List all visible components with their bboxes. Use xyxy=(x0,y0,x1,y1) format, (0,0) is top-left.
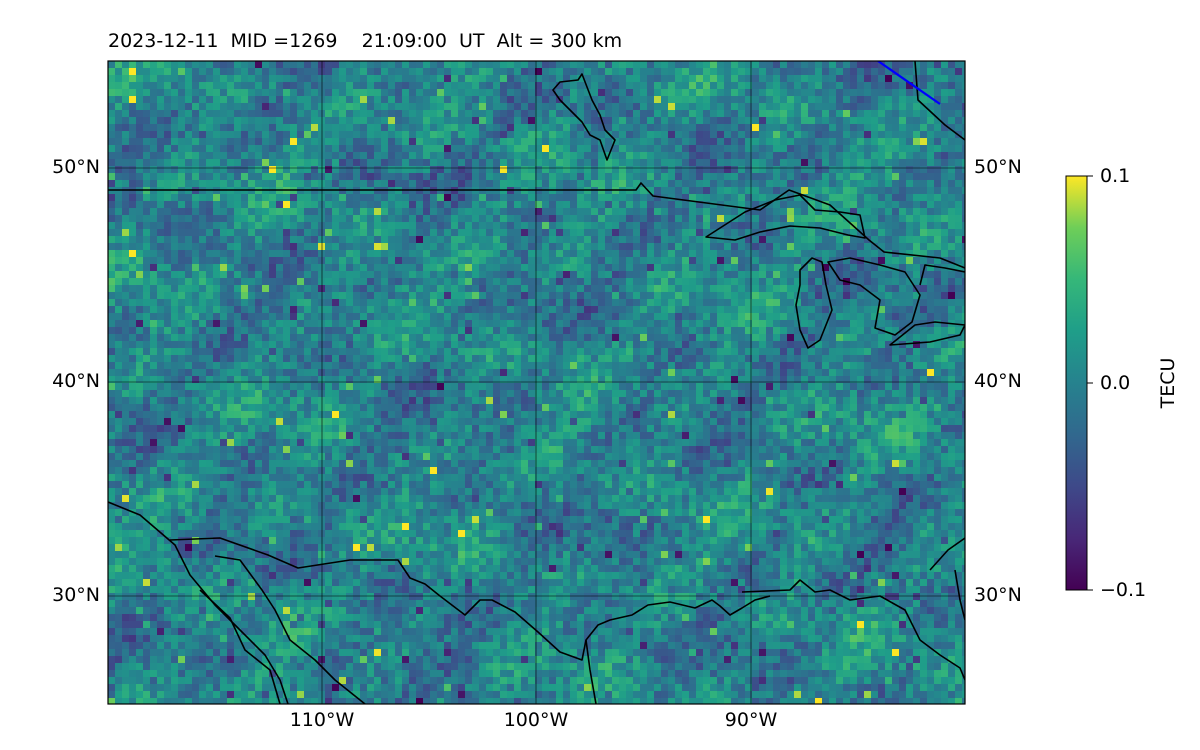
florida-panhandle xyxy=(929,537,965,571)
lon-label: 100°W xyxy=(503,709,569,731)
lat-label-right: 30°N xyxy=(974,584,1022,606)
tec-field xyxy=(108,61,965,704)
us-canada-border xyxy=(108,182,965,269)
lat-label-left: 50°N xyxy=(52,156,100,178)
florida-east xyxy=(954,569,965,621)
gulf-coast xyxy=(741,579,965,681)
colorbar-mid-label: 0.0 xyxy=(1100,372,1131,394)
michigan-east xyxy=(919,264,965,286)
lat-label-left: 30°N xyxy=(52,584,100,606)
us-mexico-border xyxy=(169,537,771,661)
northern-lakes-outline xyxy=(552,73,616,161)
lat-label-right: 50°N xyxy=(974,156,1022,178)
hudson-bay-shore xyxy=(914,61,965,141)
colorbar-ticks xyxy=(1087,175,1093,591)
colorbar-max-label: 0.1 xyxy=(1100,165,1131,187)
baja-peninsula xyxy=(214,555,366,704)
plot-title: 2023-12-11 MID =1269 21:09:00 UT Alt = 3… xyxy=(108,30,623,52)
coastlines-and-borders xyxy=(108,61,965,704)
colorbar-title: TECU xyxy=(1157,357,1179,409)
lat-label-right: 40°N xyxy=(974,370,1022,392)
lat-label-left: 40°N xyxy=(52,370,100,392)
lake-michigan xyxy=(795,257,833,349)
map-frame xyxy=(107,60,966,705)
terminator-line xyxy=(877,61,941,105)
colorbar-min-label: −0.1 xyxy=(1100,579,1147,601)
lake-huron xyxy=(827,257,921,336)
lake-erie xyxy=(889,321,965,346)
lake-superior xyxy=(705,194,866,241)
lon-label: 90°W xyxy=(724,709,778,731)
mexico-east-coast xyxy=(585,639,597,704)
gridlines xyxy=(108,61,965,704)
baja-inner xyxy=(199,589,281,704)
lon-label: 110°W xyxy=(289,709,355,731)
colorbar xyxy=(1066,176,1087,590)
